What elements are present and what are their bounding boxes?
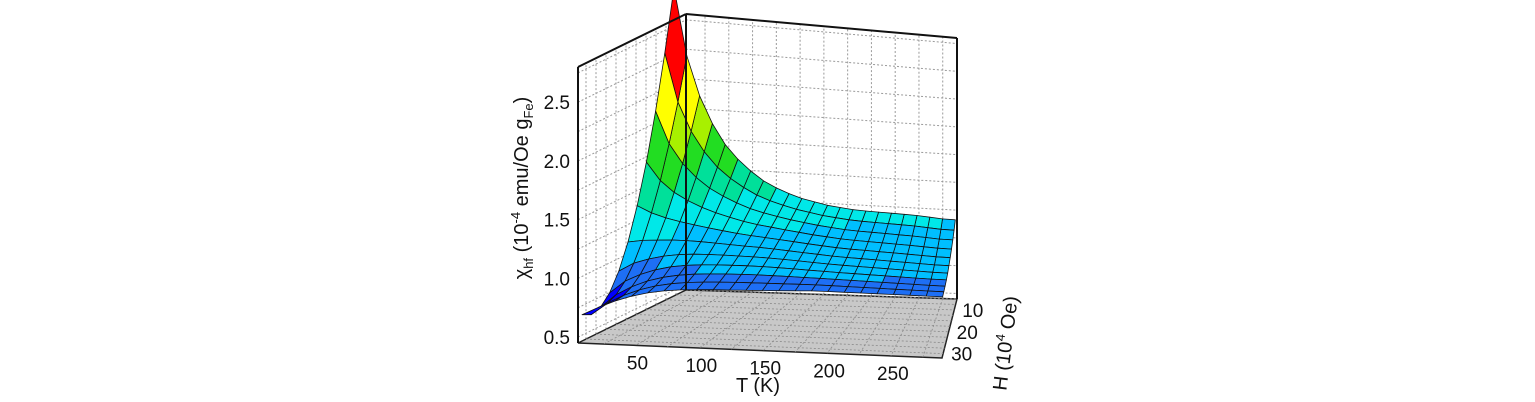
frame-edge: [577, 13, 687, 68]
z-tick-label: 1.5: [544, 211, 570, 232]
y-tick-label: 10: [962, 301, 983, 322]
surface-patch: [921, 246, 938, 258]
surface-mesh: [581, 0, 956, 316]
floor-gridline: [603, 290, 706, 345]
z-tick-labels: 0.5 1.0 1.5 2.0 2.5: [544, 93, 570, 349]
surface-patch: [940, 218, 956, 231]
surface-patch: [925, 290, 945, 298]
floor-gridline: [731, 293, 801, 350]
floor-gridline: [655, 304, 953, 316]
surface-patch: [937, 238, 954, 250]
floor-gridline: [685, 289, 958, 300]
y-axis-label: H (104 Oe): [986, 294, 1022, 391]
surface-patch: [930, 271, 949, 281]
x-tick-label: 150: [749, 359, 781, 380]
x-tick-label: 250: [877, 364, 909, 385]
floor-gridline: [625, 319, 949, 333]
x-tick-label: 100: [685, 356, 717, 377]
frame-edge: [685, 13, 958, 39]
surface-patch: [911, 225, 929, 238]
x-axis-label: T (K): [736, 375, 780, 397]
z-tick-label: 2.0: [544, 152, 570, 173]
floor-gridline: [675, 294, 956, 305]
x-tick-labels: 50 100 150 200 250: [627, 353, 909, 385]
z-tick-label: 1.0: [544, 269, 570, 290]
x-tick-label: 200: [813, 361, 845, 382]
z-tick-label: 0.5: [544, 328, 570, 349]
floor-gridline: [635, 291, 729, 346]
surface-patch: [909, 289, 929, 297]
surface-patch: [934, 256, 951, 267]
y-tick-label: 30: [951, 345, 972, 366]
floor-gridline: [615, 323, 948, 338]
surface-patch: [927, 216, 943, 230]
surface-patch: [581, 302, 608, 316]
floor-gridline: [585, 338, 944, 355]
surface-patch: [938, 228, 955, 241]
surface-patch: [893, 288, 913, 296]
axes-frame: [577, 13, 958, 343]
surface-patch: [935, 247, 952, 259]
floor-plane: [577, 289, 958, 359]
surface-patch: [932, 264, 950, 274]
floor-gridline: [605, 328, 946, 344]
floor-gridline: [645, 309, 952, 322]
floor-gridline: [890, 297, 920, 357]
floor-gridline: [826, 295, 872, 354]
surface-patch: [923, 237, 940, 249]
z-tick-label: 2.5: [544, 93, 570, 114]
y-tick-label: 20: [957, 323, 978, 344]
surface-patch: [907, 244, 925, 256]
x-tick-label: 50: [627, 353, 648, 374]
surface-patch: [876, 287, 897, 295]
floor-gridline: [665, 299, 955, 311]
z-axis-label: χhf (10-4 emu/Oe gFe): [508, 97, 536, 280]
floor-gridline: [635, 314, 951, 327]
surface-patch: [904, 253, 923, 265]
